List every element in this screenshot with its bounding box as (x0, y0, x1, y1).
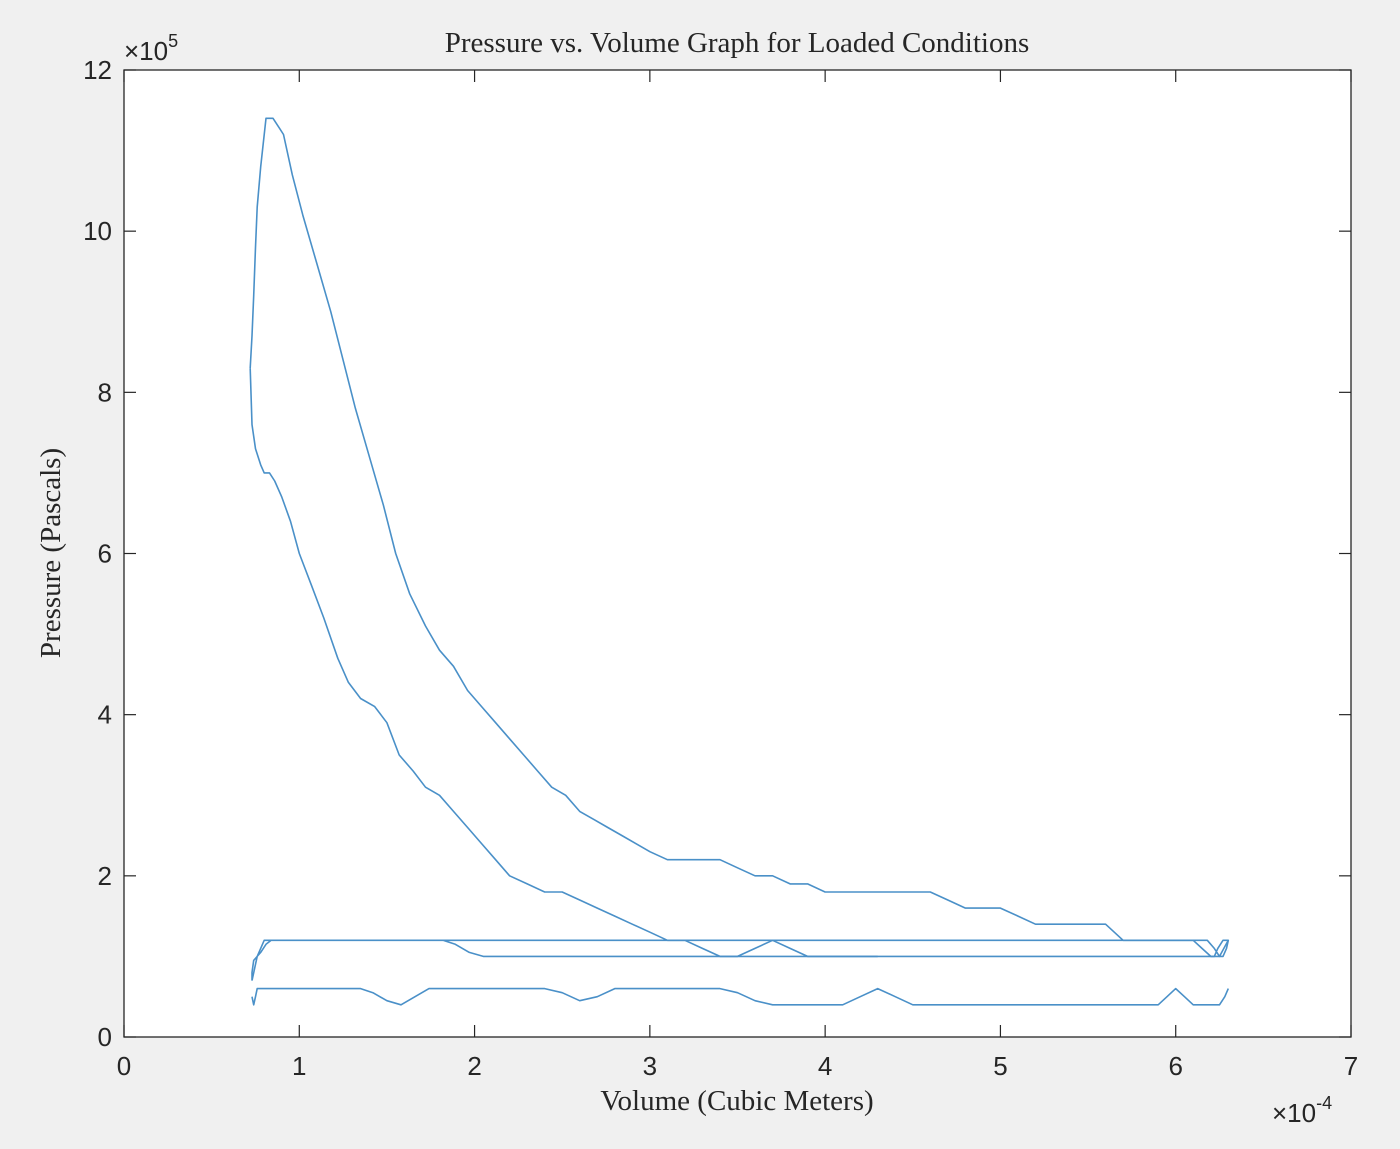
y-tick-label: 0 (98, 1022, 112, 1052)
plot-area (124, 70, 1351, 1037)
y-multiplier-label: ×105 (124, 31, 178, 66)
x-axis-label: Volume (Cubic Meters) (600, 1085, 873, 1117)
x-tick-label: 4 (818, 1051, 832, 1081)
series-line-2 (251, 987, 1230, 1006)
y-axis-label: Pressure (Pascals) (35, 448, 67, 658)
x-tick-label: 7 (1344, 1051, 1358, 1081)
axes-box (123, 69, 1352, 1038)
y-tick-label: 12 (83, 55, 112, 85)
series-layer (249, 117, 1230, 1006)
y-tick-label: 8 (98, 377, 112, 407)
series-line-3 (249, 117, 1230, 958)
x-tick-label: 3 (643, 1051, 657, 1081)
x-tick-label: 5 (993, 1051, 1007, 1081)
series-line-4 (249, 368, 878, 958)
y-tick-label: 2 (98, 861, 112, 891)
series-line-1 (251, 939, 1230, 981)
x-tick-label: 1 (292, 1051, 306, 1081)
x-tick-label: 2 (467, 1051, 481, 1081)
chart-title: Pressure vs. Volume Graph for Loaded Con… (445, 27, 1030, 59)
y-tick-label: 10 (83, 216, 112, 246)
x-tick-label: 6 (1168, 1051, 1182, 1081)
x-tick-label: 0 (117, 1051, 131, 1081)
x-multiplier-label: ×10-4 (1272, 1093, 1332, 1128)
y-tick-label: 4 (98, 700, 112, 730)
y-tick-label: 6 (98, 539, 112, 569)
